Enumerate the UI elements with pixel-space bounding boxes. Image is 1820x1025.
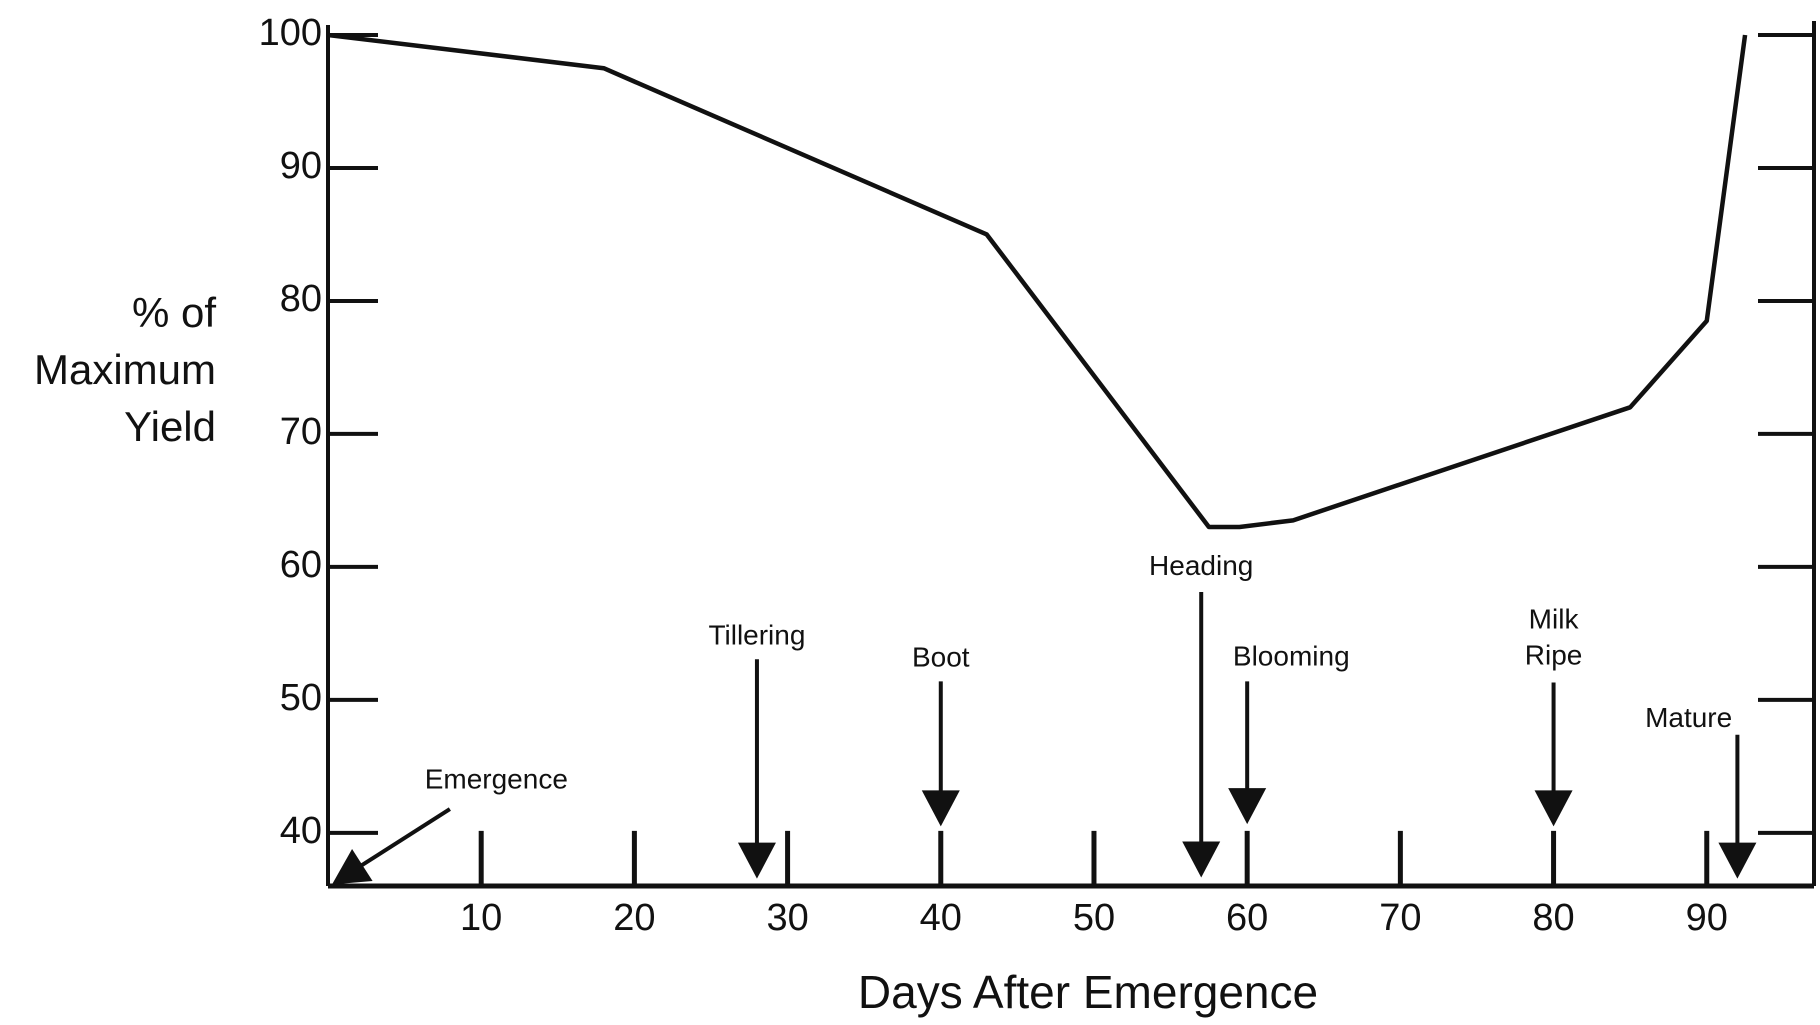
y-tick-label: 90 xyxy=(280,145,322,187)
y-tick-label: 70 xyxy=(280,411,322,453)
x-tick-label: 70 xyxy=(1379,897,1421,939)
y-tick-label: 50 xyxy=(280,677,322,719)
annotation-label: Boot xyxy=(912,642,970,673)
arrow-head xyxy=(737,842,776,879)
x-tick-label: 30 xyxy=(766,897,808,939)
x-tick-label: 20 xyxy=(613,897,655,939)
annotation-label: Ripe xyxy=(1525,639,1583,670)
y-tick-label: 60 xyxy=(280,544,322,586)
arrow-shaft xyxy=(350,807,451,874)
arrow-head xyxy=(332,849,373,885)
x-tick-label: 40 xyxy=(920,897,962,939)
arrow-head xyxy=(1534,790,1573,827)
y-axis-title: Maximum xyxy=(34,346,216,393)
x-tick-label: 90 xyxy=(1686,897,1728,939)
arrow-head xyxy=(1228,788,1267,825)
y-tick-label: 40 xyxy=(280,810,322,852)
annotation-label: Tillering xyxy=(708,620,805,651)
annotation-label: Blooming xyxy=(1233,641,1350,672)
annotation-label: Mature xyxy=(1645,702,1732,733)
annotation-label: Emergence xyxy=(425,764,568,795)
x-tick-label: 10 xyxy=(460,897,502,939)
x-tick-label: 60 xyxy=(1226,897,1268,939)
arrow-head xyxy=(1182,841,1221,878)
y-tick-label: 80 xyxy=(280,278,322,320)
x-tick-label: 50 xyxy=(1073,897,1115,939)
x-axis-title: Days After Emergence xyxy=(858,966,1318,1018)
arrow-head xyxy=(1718,842,1757,879)
y-axis-title: % of xyxy=(132,289,216,336)
y-axis-title: Yield xyxy=(124,403,216,450)
data-line xyxy=(327,32,1748,530)
arrow-head xyxy=(921,790,960,827)
x-tick-label: 80 xyxy=(1532,897,1574,939)
y-tick-label: 100 xyxy=(259,12,322,54)
annotation-label: Milk xyxy=(1529,603,1580,634)
annotation-label: Heading xyxy=(1149,550,1253,581)
